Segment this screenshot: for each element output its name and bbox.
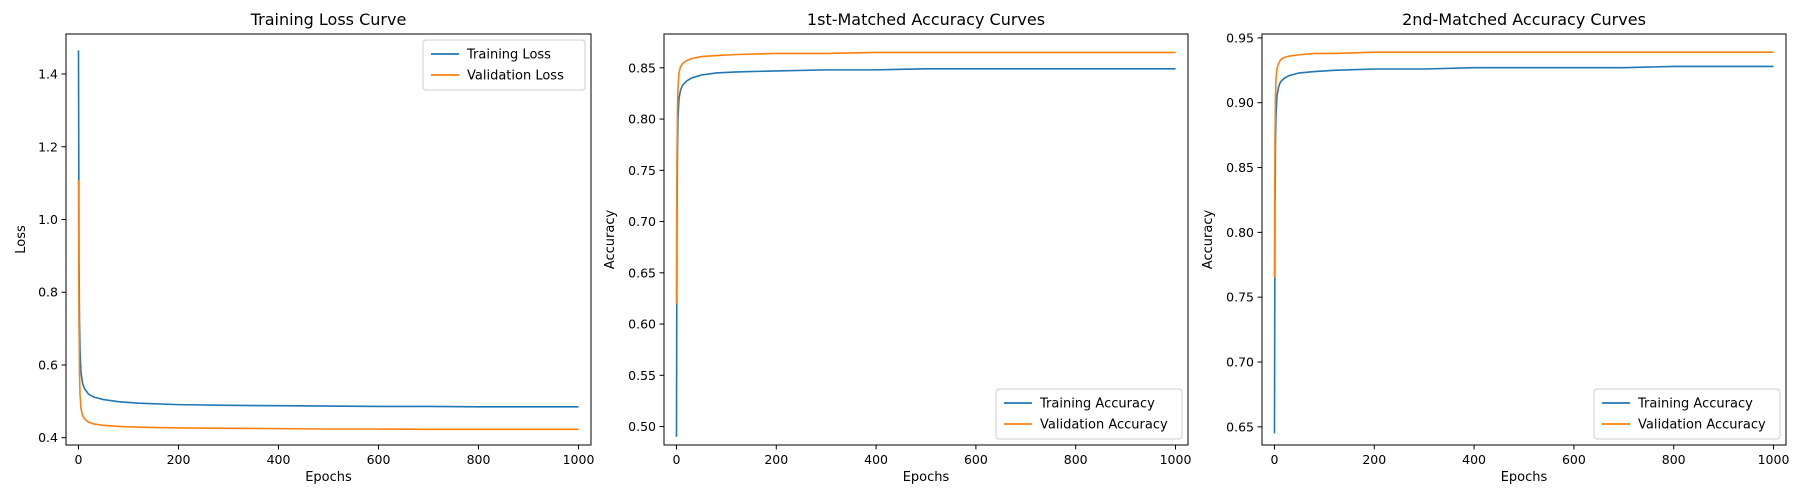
series-group <box>675 51 1176 437</box>
y-axis-label: Accuracy <box>603 210 618 270</box>
x-tick-label: 800 <box>1064 452 1088 467</box>
legend: Training Loss Validation Loss <box>422 39 586 91</box>
y-tick-label: 0.95 <box>1226 30 1254 45</box>
x-tick-label: 1000 <box>1758 452 1790 467</box>
legend: Training Accuracy Validation Accuracy <box>995 388 1183 440</box>
legend-label: Training Accuracy <box>1637 397 1753 412</box>
legend-box <box>422 39 586 91</box>
x-tick-label: 800 <box>467 452 491 467</box>
y-tick-label: 0.60 <box>628 317 656 332</box>
chart-panel-1: Training Loss Curve 0 200 400 600 800 1000 0.4 0… <box>14 10 594 485</box>
y-tick-label: 0.80 <box>628 112 656 127</box>
y-tick-label: 0.55 <box>628 368 656 383</box>
legend-label: Validation Accuracy <box>1638 418 1766 433</box>
y-axis-label: Accuracy <box>1201 210 1216 270</box>
x-tick-label: 0 <box>75 452 83 467</box>
x-tick-label: 600 <box>1562 452 1586 467</box>
series-line-training-loss <box>77 50 579 408</box>
series-line-validation-loss <box>77 180 579 431</box>
y-tick-label: 1.0 <box>38 212 58 227</box>
x-tick-label: 600 <box>964 452 988 467</box>
y-tick-label: 0.8 <box>38 285 58 300</box>
chart-panel-3: 2nd-Matched Accuracy Curves 0 200 400 600 800… <box>1201 10 1789 485</box>
x-tick-label: 200 <box>1362 452 1386 467</box>
y-tick-label: 0.70 <box>628 214 656 229</box>
y-tick-label: 0.90 <box>1226 95 1254 110</box>
axes-frame <box>65 33 592 446</box>
y-tick-label: 1.4 <box>38 67 58 82</box>
y-tick-label: 0.50 <box>628 419 656 434</box>
legend-box <box>995 388 1183 440</box>
legend: Training Accuracy Validation Accuracy <box>1593 388 1781 440</box>
x-tick-label: 400 <box>1462 452 1486 467</box>
x-tick-label: 400 <box>267 452 291 467</box>
x-tick-label: 400 <box>864 452 888 467</box>
y-tick-label: 0.80 <box>1226 225 1254 240</box>
series-group <box>1273 51 1774 434</box>
y-tick-label: 1.2 <box>38 139 58 154</box>
legend-label: Validation Loss <box>467 69 564 84</box>
chart-title: 1st-Matched Accuracy Curves <box>807 10 1045 29</box>
legend-label: Training Loss <box>466 48 551 63</box>
series-line-validation-accuracy <box>1273 51 1774 278</box>
x-axis-label: Epochs <box>1501 470 1548 485</box>
x-axis-label: Epochs <box>903 470 950 485</box>
legend-label: Validation Accuracy <box>1040 418 1168 433</box>
series-group <box>77 50 579 431</box>
x-tick-label: 200 <box>764 452 788 467</box>
y-tick-label: 0.65 <box>628 265 656 280</box>
x-tick-label: 200 <box>167 452 191 467</box>
y-tick-label: 0.6 <box>38 357 58 372</box>
legend-box <box>1593 388 1781 440</box>
y-tick-label: 0.4 <box>38 430 58 445</box>
series-line-training-accuracy <box>1273 65 1774 434</box>
y-tick-label: 0.65 <box>1226 419 1254 434</box>
chart-panel-2: 1st-Matched Accuracy Curves 0 200 400 600 800… <box>603 10 1191 485</box>
y-axis-label: Loss <box>14 225 29 254</box>
x-tick-label: 800 <box>1662 452 1686 467</box>
y-tick-label: 0.85 <box>1226 160 1254 175</box>
x-tick-label: 0 <box>672 452 680 467</box>
y-tick-label: 0.70 <box>1226 355 1254 370</box>
x-tick-label: 1000 <box>563 452 595 467</box>
legend-label: Training Accuracy <box>1039 397 1155 412</box>
x-tick-label: 1000 <box>1160 452 1192 467</box>
y-tick-label: 0.75 <box>1226 290 1254 305</box>
series-line-training-accuracy <box>675 68 1176 437</box>
chart-title: Training Loss Curve <box>250 10 407 29</box>
x-tick-label: 600 <box>367 452 391 467</box>
x-tick-label: 0 <box>1270 452 1278 467</box>
axes-frame <box>663 33 1189 446</box>
y-tick-label: 0.85 <box>628 60 656 75</box>
series-line-validation-accuracy <box>675 51 1176 304</box>
chart-title: 2nd-Matched Accuracy Curves <box>1402 10 1646 29</box>
x-axis-label: Epochs <box>305 470 352 485</box>
axes-frame <box>1261 33 1787 446</box>
y-tick-label: 0.75 <box>628 163 656 178</box>
